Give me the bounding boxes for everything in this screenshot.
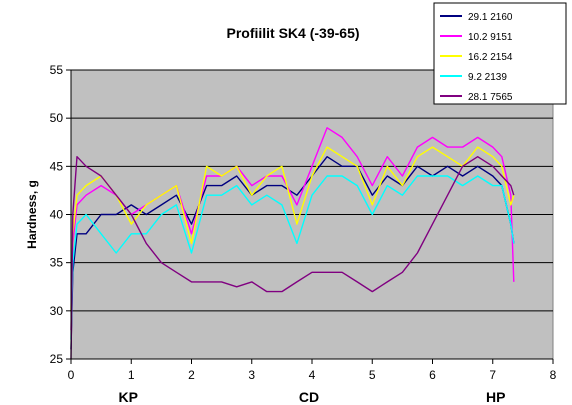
position-marker-kp: KP	[119, 389, 138, 405]
x-tick-label: 5	[369, 368, 376, 382]
x-tick-label: 0	[68, 368, 75, 382]
y-tick-label: 45	[50, 159, 64, 173]
legend-label: 10.2 9151	[468, 32, 513, 43]
legend-label: 16.2 2154	[468, 52, 513, 63]
x-tick-label: 7	[489, 368, 496, 382]
series-line-3	[70, 146, 515, 311]
legend-box	[433, 2, 567, 105]
y-axis-label: Hardness, g	[25, 180, 39, 249]
legend-label: 28.1 7565	[468, 92, 513, 103]
x-tick-label: 3	[248, 368, 255, 382]
x-tick-label: 4	[309, 368, 316, 382]
x-tick-label: 1	[128, 368, 135, 382]
series-lines	[70, 127, 515, 360]
legend: 29.1 2160 10.2 9151 16.2 2154 9.2 2139 28.1 …	[433, 2, 567, 105]
chart-title: Profiilit SK4 (-39-65)	[226, 25, 359, 41]
x-tick-label: 2	[188, 368, 195, 382]
y-tick-label: 30	[50, 304, 64, 318]
x-tick-label: 6	[429, 368, 436, 382]
x-tick-label: 8	[550, 368, 557, 382]
y-tick-label: 35	[50, 256, 64, 270]
legend-label: 29.1 2160	[468, 12, 513, 23]
legend-label: 9.2 2139	[468, 72, 507, 83]
position-markers: KP CD HP	[119, 389, 506, 405]
y-tick-label: 50	[50, 111, 64, 125]
position-marker-hp: HP	[486, 389, 505, 405]
y-tick-label: 40	[50, 208, 64, 222]
series-line-5	[70, 155, 515, 360]
y-tick-label: 55	[50, 63, 64, 77]
y-tick-label: 25	[50, 352, 64, 366]
position-marker-cd: CD	[299, 389, 319, 405]
